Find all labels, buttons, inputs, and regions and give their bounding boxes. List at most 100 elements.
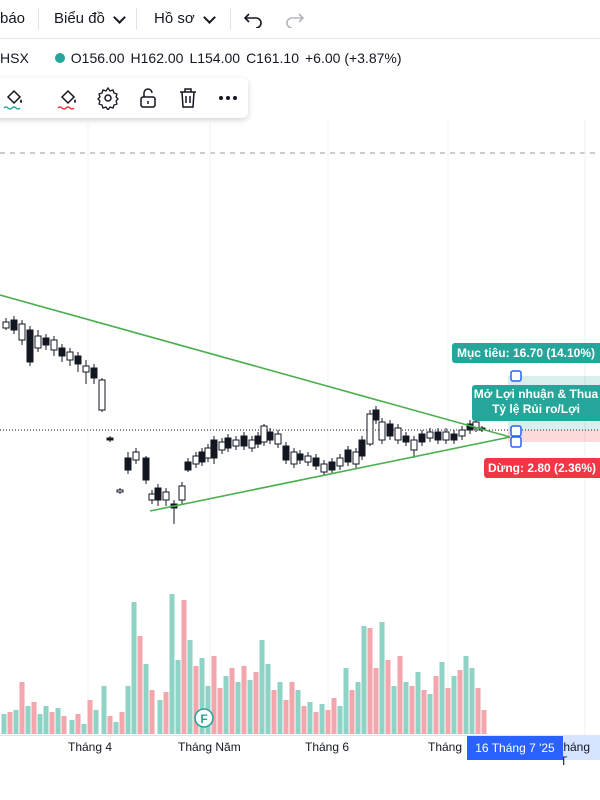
volume-bar [445, 688, 451, 734]
volume-bar [25, 706, 31, 734]
x-tick-june: Tháng 6 [305, 740, 350, 754]
stop-fill-color-button[interactable] [56, 86, 80, 110]
candle-body [304, 455, 312, 463]
candle-body [2, 321, 10, 329]
volume-bar [451, 676, 457, 734]
volume-bar [481, 710, 487, 734]
candle-body [116, 489, 124, 493]
candle-body [224, 437, 232, 449]
volume-bar [361, 626, 367, 734]
pnl-label: Mở Lợi nhuận & Thua Tỷ lệ Rủi ro/Lợi [472, 385, 600, 421]
grid [87, 120, 586, 735]
undo-button[interactable] [244, 10, 264, 28]
volume-bar [265, 664, 271, 734]
volume-bar [217, 688, 223, 734]
volume-bar [175, 660, 181, 734]
candle-body [178, 485, 186, 501]
stop-zone[interactable] [508, 430, 600, 442]
target-handle[interactable] [510, 370, 522, 382]
volume-bar [325, 710, 331, 734]
volume-bar [169, 594, 175, 734]
volume-bar [131, 602, 137, 734]
candle-body [402, 435, 410, 443]
menu-item-chart[interactable]: Biểu đồ [54, 8, 126, 30]
candle-body [378, 421, 386, 441]
candle-body [74, 355, 82, 365]
volume-bar [289, 682, 295, 734]
price-chart[interactable]: F [0, 0, 600, 740]
earnings-marker[interactable]: F [194, 708, 214, 728]
menu-divider [136, 8, 137, 30]
stop-label: Dừng: 2.80 (2.36%) [484, 458, 600, 478]
crosshair-date-label: 16 Tháng 7 '25 [467, 736, 563, 760]
candle-body [232, 439, 240, 447]
candle-body [98, 379, 106, 411]
volume-bar [397, 656, 403, 734]
candle-body [26, 329, 34, 363]
market-status-dot [54, 53, 65, 63]
earnings-marker-letter: F [200, 712, 207, 726]
volume-bar [107, 716, 113, 734]
trendline-upper[interactable] [0, 294, 511, 438]
volume-bar [235, 682, 241, 734]
menu-item-profile[interactable]: Hồ sơ [154, 8, 216, 30]
drawing-toolbar [0, 78, 248, 118]
x-tick-may: Tháng Năm [178, 740, 241, 754]
trendline-lower[interactable] [149, 436, 511, 512]
candle-body [10, 319, 18, 331]
volume-bar [439, 662, 445, 734]
settings-button[interactable] [96, 86, 120, 110]
volume-bar [157, 700, 163, 734]
volume-bar [93, 710, 99, 734]
delete-button[interactable] [176, 86, 200, 110]
volume-bar [469, 668, 475, 734]
target-label: Mục tiêu: 16.70 (14.10%) [452, 343, 600, 363]
candle-body [66, 351, 74, 361]
candle-body [106, 437, 114, 441]
volume-bar [137, 636, 143, 734]
volume-bar [223, 676, 229, 734]
volume-bar [433, 676, 439, 734]
volume-bar [75, 714, 81, 734]
volume-bars [1, 594, 487, 734]
candle-body [50, 339, 58, 351]
symbol-exchange: HSX [0, 50, 29, 66]
stop-handle[interactable] [510, 436, 522, 448]
redo-button[interactable] [284, 10, 304, 28]
paint-bucket-icon [3, 89, 22, 110]
candle-body [210, 439, 218, 459]
volume-bar [61, 716, 67, 734]
x-axis-border [0, 735, 600, 736]
candle-body [312, 457, 320, 467]
candle-body [162, 491, 170, 501]
volume-bar [43, 706, 49, 734]
fill-color-button[interactable] [2, 86, 26, 110]
ohlc-high: H162.00 [130, 50, 184, 66]
candle-body [42, 337, 50, 346]
candle-body [274, 433, 282, 445]
volume-bar [241, 666, 247, 734]
volume-bar [373, 668, 379, 734]
volume-bar [87, 700, 93, 734]
candle-body [352, 451, 360, 465]
menu-item-notifications[interactable]: báo [0, 10, 26, 27]
volume-bar [367, 628, 373, 734]
volume-bar [403, 682, 409, 734]
candle-body [260, 425, 268, 443]
candle-body [450, 433, 458, 441]
more-button[interactable] [216, 86, 240, 110]
candle-body [82, 365, 90, 373]
volume-bar [313, 712, 319, 734]
volume-bar [211, 656, 217, 734]
entry-handle[interactable] [510, 425, 522, 437]
volume-bar [37, 714, 43, 734]
undo-icon [244, 13, 262, 28]
volume-bar [319, 704, 325, 734]
volume-bar [331, 698, 337, 734]
volume-bar [229, 668, 235, 734]
lock-button[interactable] [136, 86, 160, 110]
volume-bar [19, 682, 25, 734]
volume-bar [113, 722, 119, 734]
volume-bar [271, 690, 277, 734]
volume-bar [391, 686, 397, 734]
